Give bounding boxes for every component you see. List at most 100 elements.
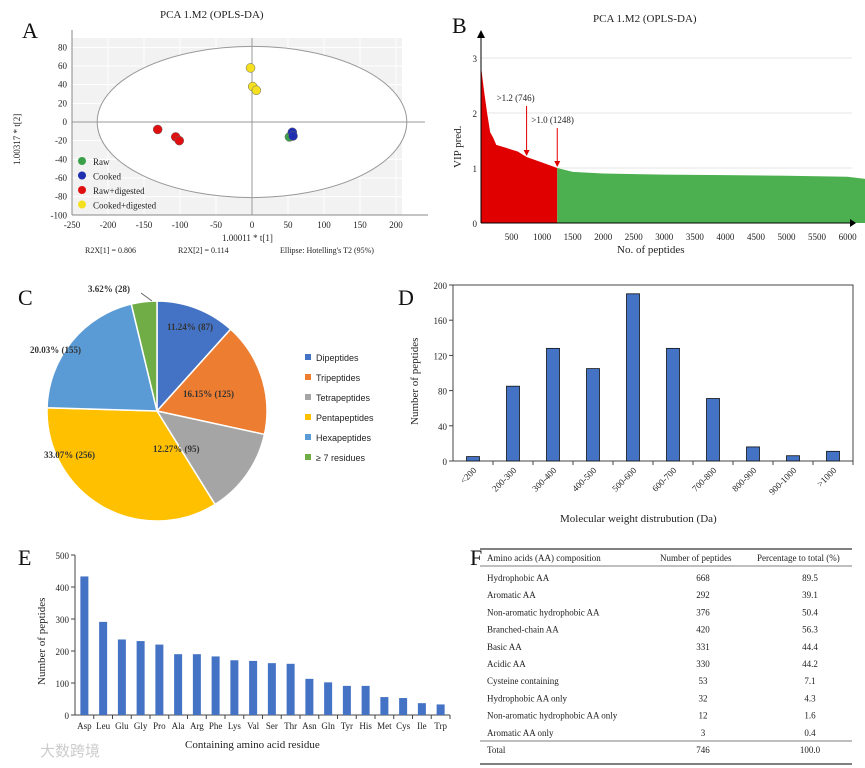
x-tick-label: 800-900 [730, 465, 759, 494]
bar-600-700 [666, 347, 680, 462]
bar-Phe [211, 656, 220, 715]
bar-900-1000 [786, 455, 800, 462]
x-tick-label: 700-800 [690, 465, 719, 494]
annotation-label: >1.2 (746) [497, 93, 535, 103]
legend-label: Dipeptides [316, 353, 359, 363]
x-tick-label: 600-700 [650, 465, 679, 494]
footer-note: R2X[2] = 0.114 [178, 246, 229, 255]
bar-800-900 [746, 446, 760, 462]
x-tick-label: Val [247, 721, 259, 731]
legend-swatch [305, 374, 311, 380]
y-axis-arrow [477, 30, 485, 38]
chart-title: PCA 1.M2 (OPLS-DA) [593, 13, 697, 25]
x-tick-label: 4000 [716, 232, 735, 242]
y-tick-label: 0 [63, 117, 68, 127]
bar-Ser [267, 663, 276, 715]
bar-700-800 [706, 398, 720, 462]
x-tick-label: Asn [302, 721, 317, 731]
table-cell: 376 [696, 607, 710, 617]
footer-note: R2X[1] = 0.806 [85, 246, 136, 255]
x-tick-label: 5500 [808, 232, 827, 242]
x-tick-label: Lys [228, 721, 242, 731]
table-cell: Non-aromatic hydrophobic AA [487, 607, 600, 617]
x-tick-label: 50 [284, 220, 294, 230]
y-tick-label: 400 [56, 583, 70, 593]
y-tick-label: 40 [438, 422, 448, 432]
table-cell: 746 [696, 745, 710, 755]
x-axis-label: 1.00011 * t[1] [222, 233, 273, 243]
annotation-label: >1.0 (1248) [531, 115, 574, 125]
x-tick-label: <200 [458, 465, 479, 486]
table-cell: Aromatic AA only [487, 728, 554, 738]
bar-Pro [155, 644, 164, 715]
table-cell: 53 [699, 676, 709, 686]
x-tick-label: 400-500 [570, 465, 599, 494]
bar-Gly [136, 641, 145, 715]
table-cell: 32 [699, 693, 708, 703]
x-tick-label: Pro [153, 721, 166, 731]
y-tick-label: -40 [55, 154, 67, 164]
leader-line [140, 292, 153, 302]
column-header: Percentage to total (%) [757, 553, 840, 563]
x-axis-label: Containing amino acid residue [185, 739, 320, 751]
bar-300-400 [546, 347, 560, 462]
y-tick-label: 2 [473, 109, 478, 119]
x-tick-label: 2000 [594, 232, 613, 242]
pie-slice [130, 300, 158, 412]
x-axis-label: No. of peptides [617, 244, 685, 256]
bar-Val [249, 660, 258, 715]
panel-label: F [470, 545, 482, 570]
panel-b-vip [477, 30, 865, 227]
y-tick-label: 0 [443, 457, 448, 467]
x-tick-label: Gln [321, 721, 335, 731]
legend-swatch [305, 434, 311, 440]
x-tick-label: Phe [209, 721, 223, 731]
x-tick-label: 150 [353, 220, 367, 230]
vip-area-above-1 [481, 66, 558, 223]
legend-label: Tripeptides [316, 373, 361, 383]
bar-Met [380, 697, 389, 715]
y-tick-label: 40 [58, 80, 68, 90]
y-tick-label: 0 [473, 219, 478, 229]
panel-label: B [452, 13, 467, 38]
table-cell: 100.0 [800, 745, 821, 755]
x-tick-label: 6000 [839, 232, 858, 242]
slice-label: 33.07% (256) [44, 450, 95, 460]
panel-d-bars [449, 284, 854, 465]
pie-slice [155, 409, 266, 506]
x-tick-label: 500 [505, 232, 519, 242]
x-tick-label: 200-300 [490, 465, 519, 494]
bar-Tyr [342, 685, 351, 715]
y-tick-label: 200 [56, 647, 70, 657]
table-cell: 668 [696, 573, 710, 583]
legend-label: Tetrapeptides [316, 393, 371, 403]
table-cell: Hydrophobic AA [487, 573, 550, 583]
x-tick-label: Thr [284, 721, 297, 731]
legend-marker [78, 186, 86, 194]
x-tick-label: 5000 [778, 232, 797, 242]
y-axis-label: VIP pred. [452, 125, 464, 168]
x-tick-label: 3500 [686, 232, 705, 242]
slice-label: 11.24% (87) [167, 322, 213, 332]
bar-His [361, 685, 370, 715]
bar-400-500 [586, 368, 600, 462]
y-tick-label: 120 [434, 351, 448, 361]
x-tick-label: -250 [64, 220, 81, 230]
slice-label: 16.15% (125) [183, 389, 234, 399]
x-tick-label: -50 [210, 220, 222, 230]
y-tick-label: 3 [473, 54, 478, 64]
footer-note: Ellipse: Hotelling's T2 (95%) [280, 246, 374, 255]
bar-200-300 [506, 385, 520, 462]
x-tick-label: 100 [317, 220, 331, 230]
bar-Asn [305, 678, 314, 715]
legend-label: Pentapeptides [316, 413, 374, 423]
annotation-arrowhead [523, 150, 530, 156]
x-tick-label: 3000 [655, 232, 674, 242]
table-cell: 50.4 [802, 607, 818, 617]
point-raw-digested [174, 135, 185, 146]
x-tick-label: >1000 [815, 465, 839, 489]
panel-f-table [480, 548, 852, 765]
bar-Ala [174, 654, 183, 715]
table-cell: 0.4 [804, 728, 816, 738]
